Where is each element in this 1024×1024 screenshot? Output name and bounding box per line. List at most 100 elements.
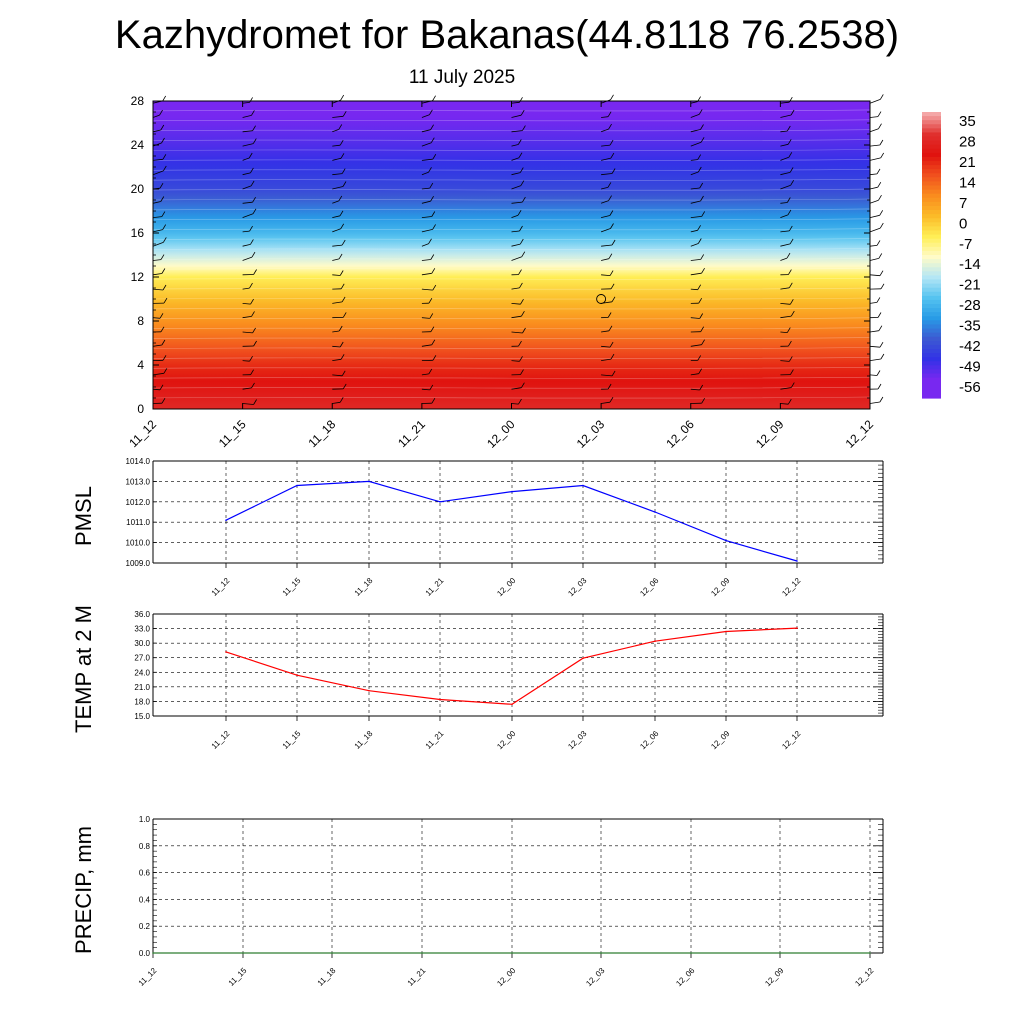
- wind-barb: [690, 129, 701, 133]
- contour-line: [152, 248, 871, 250]
- contour-line: [152, 367, 871, 369]
- colorbar-swatch: [922, 226, 941, 232]
- wind-barb-flag: [517, 139, 522, 145]
- colorbar-swatch: [922, 250, 941, 256]
- wind-barb-flag: [520, 369, 524, 375]
- x-tick-label: 11_18: [316, 966, 338, 988]
- data-point: [439, 501, 441, 503]
- y-tick-label: 1011.0: [126, 518, 150, 527]
- contour-line: [152, 307, 871, 310]
- wind-barb: [869, 116, 879, 118]
- wind-barb-flag: [340, 354, 345, 360]
- precip-panel: 0.0 0.2 0.4 0.6 0.8 1.0 11_12 11_15 11_18 11_21 12…: [71, 815, 884, 988]
- wind-barb-flag: [700, 124, 704, 130]
- wind-barb: [332, 157, 342, 161]
- wind-barb: [601, 215, 610, 218]
- wind-barb-flag: [160, 326, 165, 333]
- x-tick-label: 12_03: [566, 576, 588, 598]
- wind-barb: [869, 345, 881, 348]
- wind-barb: [421, 158, 433, 161]
- colorbar-swatch: [922, 357, 941, 362]
- wind-barb: [242, 143, 254, 147]
- data-point: [779, 952, 781, 954]
- data-point: [796, 627, 798, 629]
- colorbar-swatch: [922, 120, 941, 125]
- wind-barb-flag: [518, 340, 522, 347]
- y-tick-label: 0.0: [139, 949, 151, 958]
- colorbar-swatch: [922, 336, 941, 342]
- y-tick-label: 1013.0: [126, 477, 151, 486]
- contour-line: [152, 188, 871, 191]
- x-tick-label: 12_12: [780, 576, 802, 598]
- data-point: [725, 539, 727, 542]
- wind-barb-flag: [430, 195, 434, 202]
- contour-line: [152, 347, 871, 349]
- wind-barb-flag: [790, 382, 795, 388]
- series-line: [225, 627, 798, 705]
- wind-barb: [690, 243, 699, 247]
- wind-barb: [421, 317, 430, 319]
- y-tick-label: 24.0: [134, 668, 150, 677]
- colorbar-swatch: [922, 246, 941, 252]
- y-tick-label: 1012.0: [126, 498, 151, 507]
- colorbar-swatch: [922, 283, 941, 289]
- colorbar-swatch: [922, 156, 941, 162]
- wind-barb-flag: [342, 111, 347, 117]
- wind-barb: [152, 388, 161, 391]
- data-point: [225, 651, 227, 653]
- wind-barb: [780, 387, 792, 390]
- wind-barb-flag: [609, 139, 614, 146]
- wind-barb-flag: [609, 396, 614, 403]
- wind-barb-flag: [697, 238, 702, 244]
- y-tick-label: 15.0: [134, 712, 150, 721]
- wind-barb: [690, 288, 698, 291]
- wind-barb-flag: [161, 339, 166, 346]
- wind-barb-flag: [610, 223, 614, 229]
- wind-barb: [869, 401, 880, 404]
- x-tick-label: 11_12: [210, 729, 232, 751]
- wind-barb-flag: [249, 225, 253, 232]
- data-point: [439, 698, 441, 701]
- colorbar-label: 28: [959, 134, 976, 151]
- colorbar-label: -21: [959, 277, 981, 294]
- contour-line: [152, 228, 871, 231]
- wind-barb-flag: [701, 267, 705, 274]
- wind-barb: [601, 173, 613, 176]
- wind-barb: [780, 403, 789, 405]
- colorbar-swatch: [922, 340, 941, 346]
- contour-line: [152, 327, 871, 330]
- data-point: [582, 484, 584, 487]
- wind-barb-flag: [879, 270, 884, 276]
- wind-barb-flag: [342, 383, 347, 390]
- wind-barb-flag: [700, 254, 705, 260]
- wind-barb: [690, 159, 698, 161]
- wind-barb: [511, 331, 523, 334]
- wind-barb-flag: [607, 383, 612, 390]
- wind-barb: [421, 216, 432, 218]
- wind-barb-flag: [698, 297, 703, 304]
- wind-barb: [869, 274, 881, 277]
- wind-barb: [511, 315, 522, 319]
- wind-barb-flag: [786, 125, 791, 132]
- x-tick-label: 12_09: [753, 417, 787, 451]
- wind-barb-flag: [519, 225, 523, 232]
- wind-barb: [780, 202, 788, 204]
- wind-barb-flag: [879, 341, 884, 348]
- colorbar-swatch: [922, 332, 941, 338]
- x-tick-label: 12_06: [638, 576, 660, 598]
- wind-barb: [690, 200, 701, 204]
- wind-barb: [869, 302, 877, 304]
- contour-line: [152, 386, 871, 389]
- wind-barb: [869, 199, 879, 204]
- wind-barb-flag: [340, 94, 345, 101]
- wind-barb-flag: [697, 154, 702, 160]
- wind-barb-flag: [607, 182, 612, 188]
- data-point: [331, 952, 333, 954]
- wind-barb-flag: [877, 111, 882, 117]
- wind-barb: [242, 157, 250, 161]
- x-tick-label: 11_12: [126, 417, 159, 450]
- wind-barb-flag: [786, 197, 791, 203]
- colorbar-swatch: [922, 275, 941, 281]
- wind-barb: [332, 330, 340, 333]
- wind-barb: [332, 274, 341, 276]
